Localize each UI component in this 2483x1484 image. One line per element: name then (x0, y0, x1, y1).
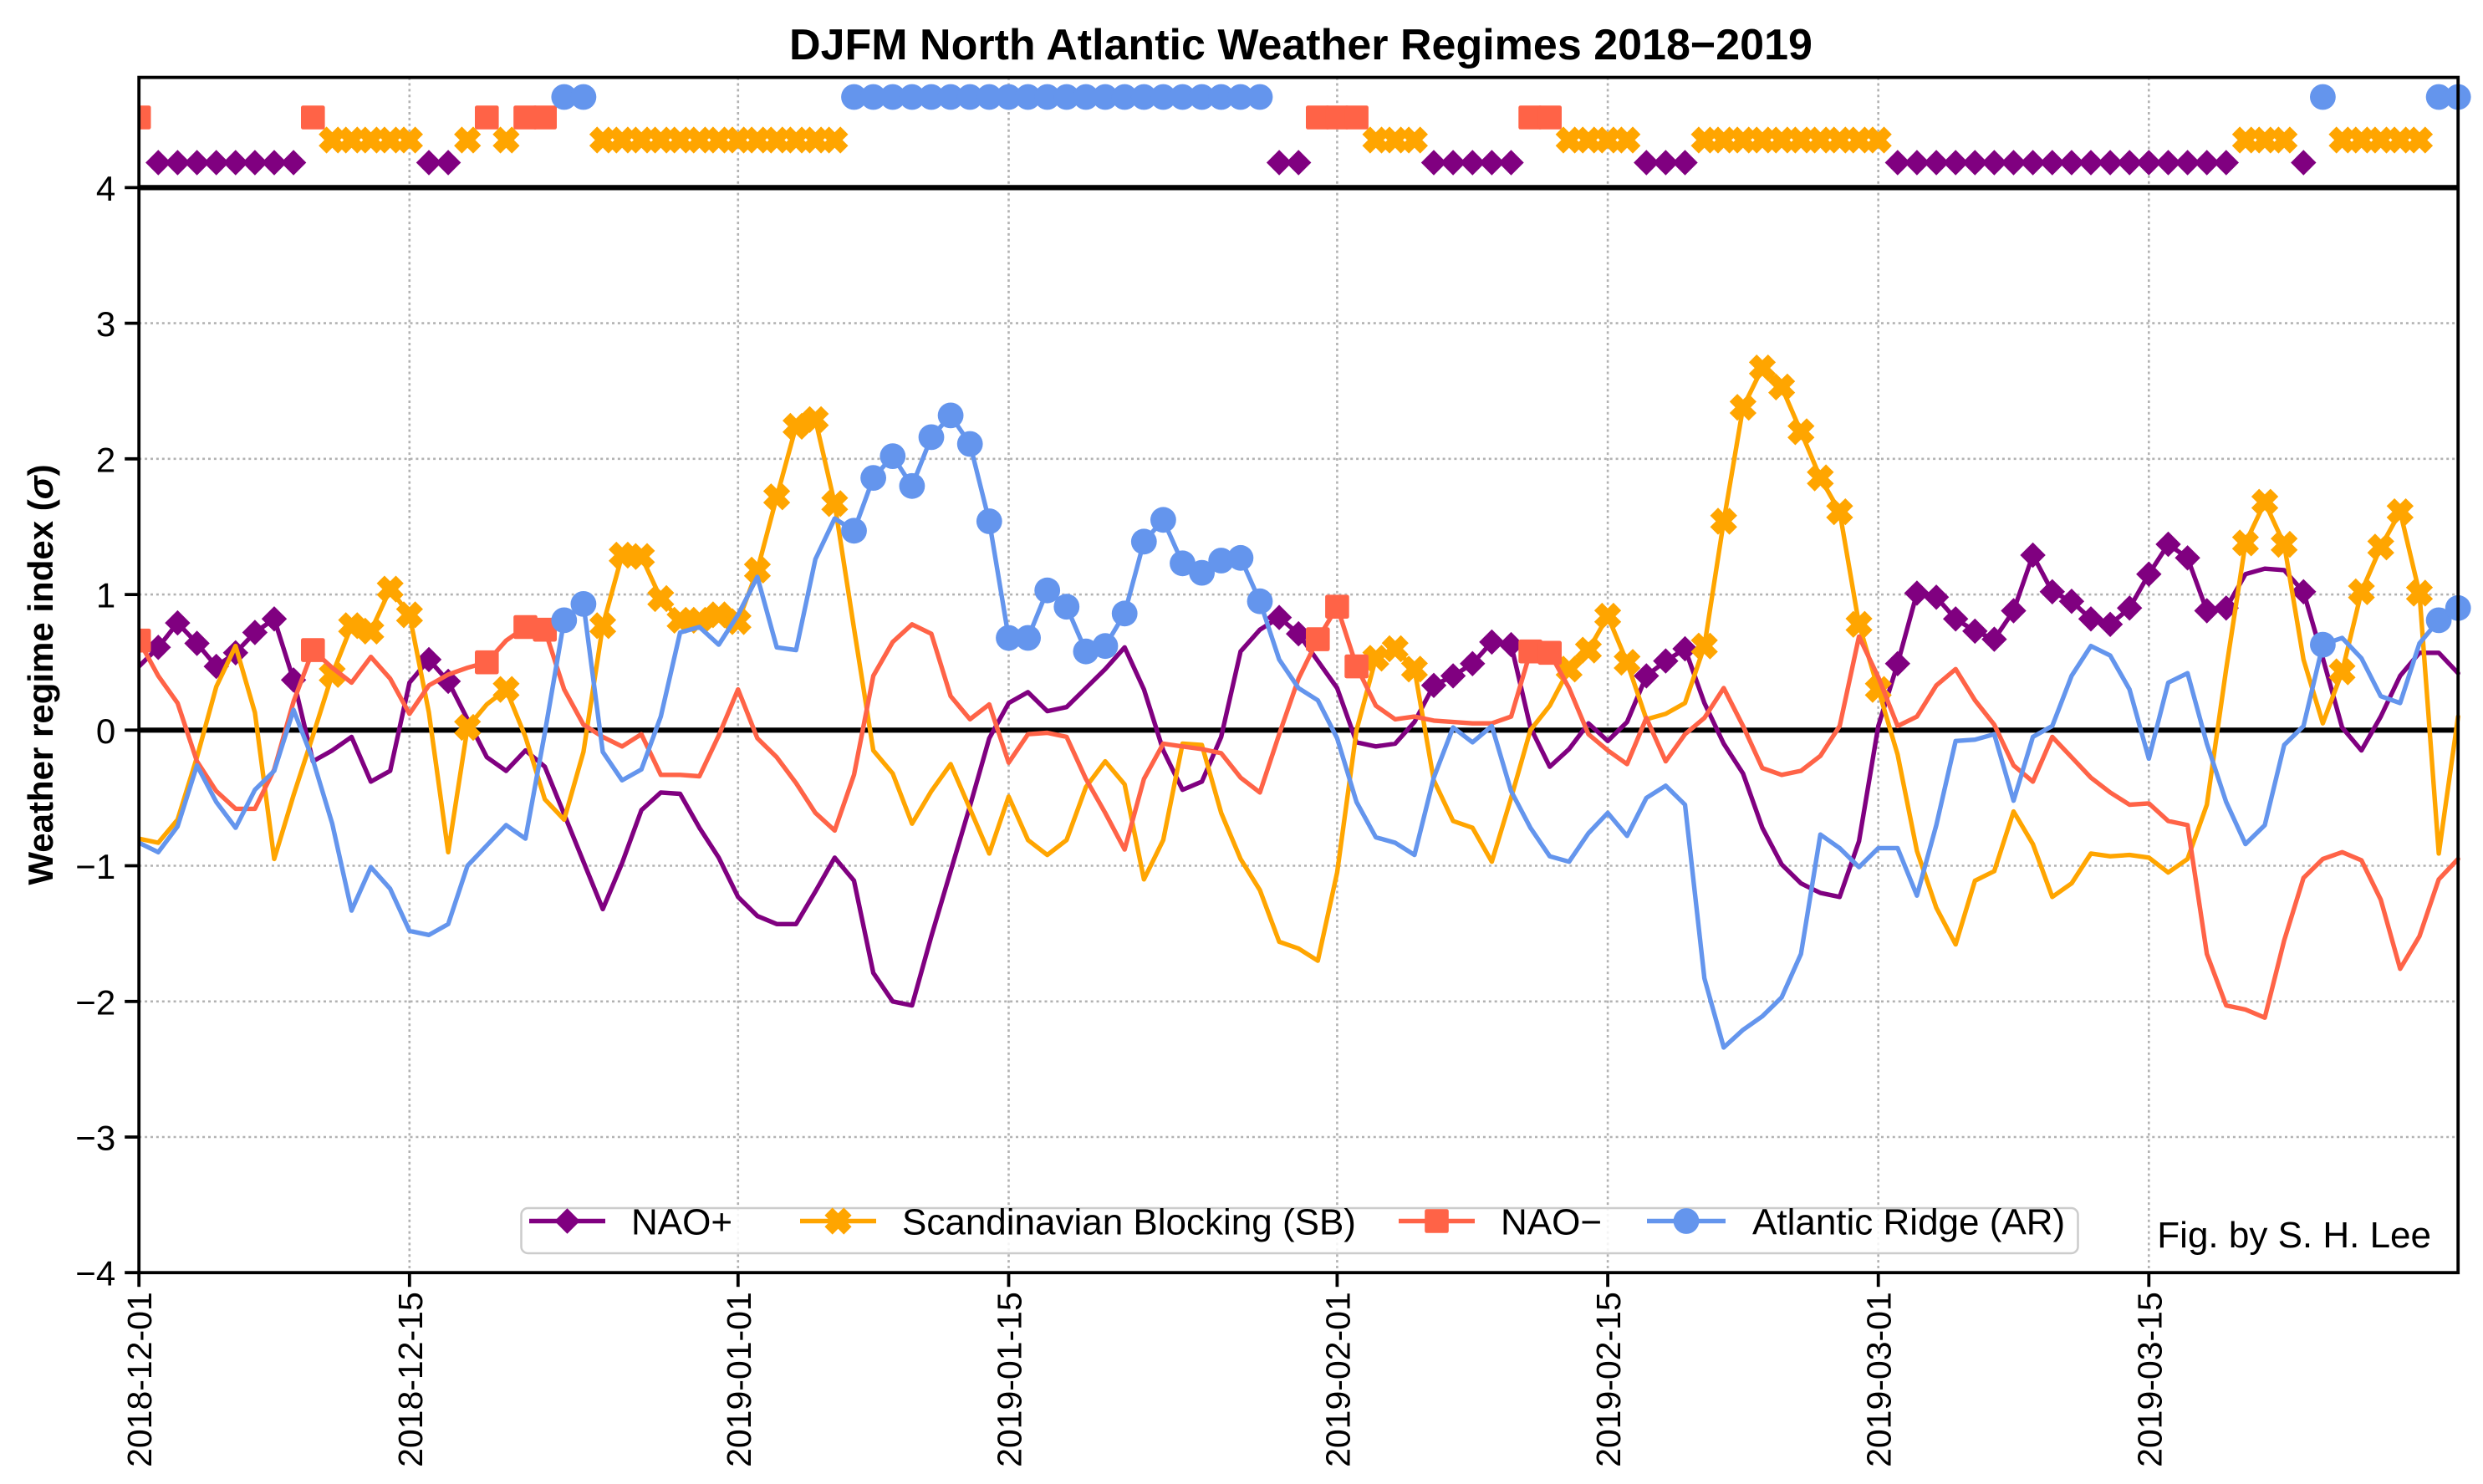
svg-text:DJFM North Atlantic Weather Re: DJFM North Atlantic Weather Regimes 2018… (789, 21, 1813, 69)
svg-text:2019-01-01: 2019-01-01 (720, 1292, 758, 1467)
svg-text:2019-03-15: 2019-03-15 (2130, 1292, 2169, 1467)
svg-text:1: 1 (96, 576, 115, 615)
svg-text:2018-12-15: 2018-12-15 (391, 1292, 430, 1467)
svg-text:2018-12-01: 2018-12-01 (120, 1292, 159, 1467)
svg-text:NAO−: NAO− (1501, 1202, 1602, 1243)
svg-text:3: 3 (96, 304, 115, 344)
svg-text:Atlantic Ridge (AR): Atlantic Ridge (AR) (1752, 1202, 2065, 1243)
svg-text:−2: −2 (75, 982, 115, 1022)
svg-text:4: 4 (96, 169, 115, 208)
svg-text:−1: −1 (75, 847, 115, 886)
svg-text:0: 0 (96, 711, 115, 751)
svg-text:2019-02-15: 2019-02-15 (1589, 1292, 1628, 1467)
svg-text:2019-02-01: 2019-02-01 (1318, 1292, 1357, 1467)
svg-text:2019-03-01: 2019-03-01 (1860, 1292, 1899, 1467)
svg-text:−4: −4 (75, 1254, 115, 1293)
svg-text:Scandinavian Blocking (SB): Scandinavian Blocking (SB) (902, 1202, 1356, 1243)
svg-text:2: 2 (96, 440, 115, 479)
svg-text:2019-01-15: 2019-01-15 (991, 1292, 1029, 1467)
svg-text:Weather regime index (σ): Weather regime index (σ) (21, 464, 60, 885)
svg-text:Fig. by S. H. Lee: Fig. by S. H. Lee (2157, 1215, 2431, 1256)
svg-text:NAO+: NAO+ (631, 1202, 732, 1243)
svg-text:−3: −3 (75, 1119, 115, 1158)
